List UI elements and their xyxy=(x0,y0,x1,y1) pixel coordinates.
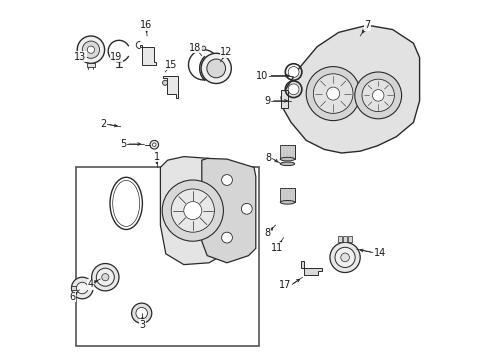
Circle shape xyxy=(201,46,206,50)
Circle shape xyxy=(132,303,152,323)
Text: 5: 5 xyxy=(120,139,126,149)
Polygon shape xyxy=(280,188,295,202)
Circle shape xyxy=(72,277,93,299)
Circle shape xyxy=(327,87,340,100)
Ellipse shape xyxy=(280,162,294,166)
Polygon shape xyxy=(163,76,178,98)
Circle shape xyxy=(150,140,159,149)
Text: 8: 8 xyxy=(264,228,270,238)
Text: 19: 19 xyxy=(110,51,122,62)
Circle shape xyxy=(221,232,232,243)
Circle shape xyxy=(152,143,156,147)
Text: 3: 3 xyxy=(139,320,146,330)
Circle shape xyxy=(77,36,104,63)
Polygon shape xyxy=(87,63,95,67)
Ellipse shape xyxy=(280,157,294,161)
Ellipse shape xyxy=(280,201,294,204)
Polygon shape xyxy=(338,236,342,242)
Polygon shape xyxy=(348,236,352,242)
Text: 11: 11 xyxy=(271,243,284,253)
Polygon shape xyxy=(301,261,321,275)
Circle shape xyxy=(171,189,215,232)
Circle shape xyxy=(162,180,223,241)
Circle shape xyxy=(221,175,232,185)
Circle shape xyxy=(136,307,147,319)
Text: 13: 13 xyxy=(74,51,86,62)
Circle shape xyxy=(76,282,88,294)
Text: 9: 9 xyxy=(265,96,271,106)
Text: 6: 6 xyxy=(70,292,76,302)
Text: 7: 7 xyxy=(364,20,370,30)
Circle shape xyxy=(288,84,299,95)
Polygon shape xyxy=(280,145,295,159)
Text: 12: 12 xyxy=(220,47,232,57)
Text: 8: 8 xyxy=(266,153,272,163)
Text: 17: 17 xyxy=(279,280,291,290)
Polygon shape xyxy=(140,45,156,65)
Polygon shape xyxy=(343,236,347,242)
Text: 18: 18 xyxy=(189,42,201,53)
Circle shape xyxy=(362,79,394,112)
Circle shape xyxy=(82,41,99,58)
Text: 4: 4 xyxy=(87,279,93,289)
Circle shape xyxy=(163,80,168,85)
Circle shape xyxy=(242,203,252,214)
Circle shape xyxy=(184,202,202,220)
Circle shape xyxy=(207,59,225,78)
Circle shape xyxy=(201,53,231,84)
FancyBboxPatch shape xyxy=(76,167,259,346)
Circle shape xyxy=(372,90,384,101)
Text: 1: 1 xyxy=(154,152,160,162)
Polygon shape xyxy=(72,286,79,290)
Circle shape xyxy=(341,253,349,262)
Circle shape xyxy=(97,268,114,286)
Text: 14: 14 xyxy=(374,248,386,258)
Circle shape xyxy=(306,67,360,121)
Circle shape xyxy=(330,242,360,273)
Circle shape xyxy=(288,67,299,77)
Circle shape xyxy=(87,46,95,53)
Polygon shape xyxy=(281,90,288,108)
Text: 16: 16 xyxy=(140,20,152,30)
Circle shape xyxy=(92,264,119,291)
Text: 15: 15 xyxy=(165,60,178,70)
Text: 10: 10 xyxy=(256,71,269,81)
Polygon shape xyxy=(281,25,419,153)
Circle shape xyxy=(335,247,355,267)
Text: 2: 2 xyxy=(100,119,106,129)
Circle shape xyxy=(314,74,353,113)
Polygon shape xyxy=(202,158,256,263)
Circle shape xyxy=(355,72,402,119)
Circle shape xyxy=(102,274,109,281)
Polygon shape xyxy=(160,157,227,265)
